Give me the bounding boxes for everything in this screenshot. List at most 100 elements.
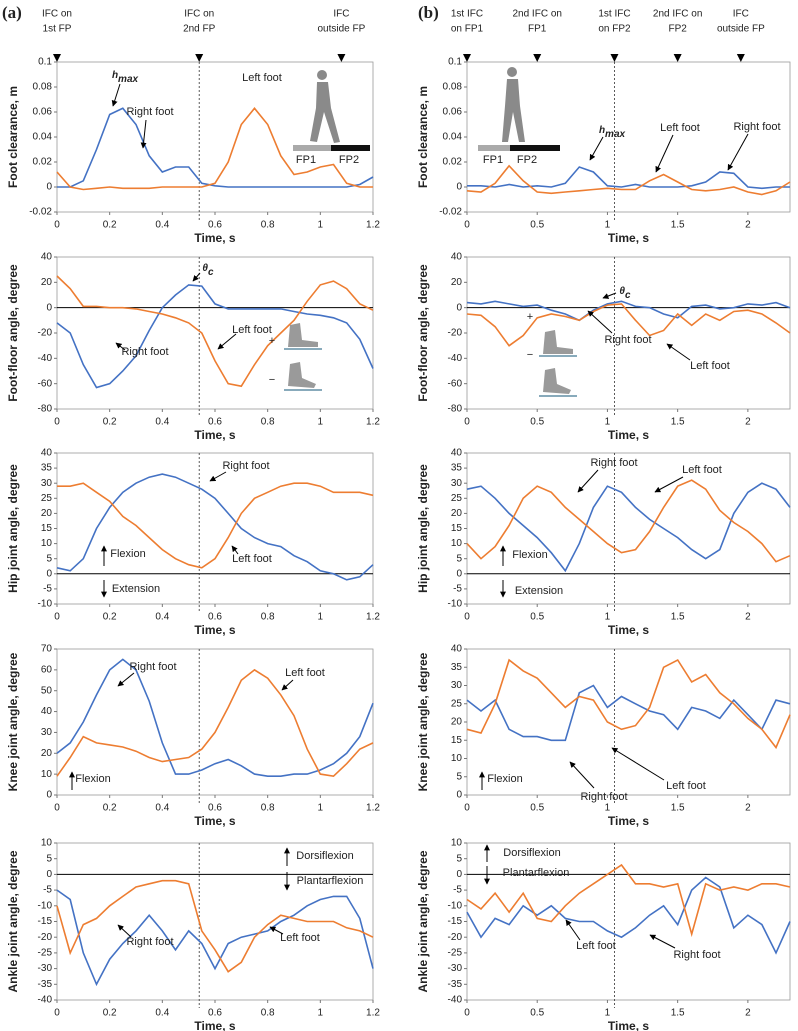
x-tick-label: 0.4 bbox=[155, 220, 169, 231]
x-axis-label: Time, s bbox=[194, 231, 235, 245]
y-tick-label: -20 bbox=[448, 932, 463, 943]
series-line bbox=[56, 275, 374, 388]
series-line bbox=[57, 482, 374, 569]
y-tick-label: -60 bbox=[448, 378, 463, 389]
symbol-sub: c bbox=[625, 290, 631, 301]
series-line bbox=[57, 107, 374, 188]
y-tick-label: 0 bbox=[456, 790, 462, 801]
annotation-arrow bbox=[192, 272, 201, 282]
x-tick-label: 0.6 bbox=[208, 612, 222, 623]
event-marker bbox=[673, 54, 682, 62]
y-tick-label: 20 bbox=[41, 748, 53, 759]
y-tick-label: -80 bbox=[448, 404, 463, 415]
annotation-arrow bbox=[117, 924, 132, 938]
symbol-label: θc bbox=[202, 263, 214, 278]
x-axis-label: Time, s bbox=[194, 1019, 235, 1031]
series-line bbox=[56, 879, 374, 973]
x-tick-label: 1 bbox=[318, 417, 324, 428]
y-tick-label: -35 bbox=[38, 979, 53, 990]
series-line bbox=[467, 166, 790, 190]
x-tick-label: 1.2 bbox=[366, 1008, 380, 1019]
y-axis-label: Ankle joint angle, degree bbox=[6, 850, 20, 992]
event-label: 1st IFC bbox=[598, 9, 630, 20]
event-label: IFC on bbox=[42, 9, 72, 20]
y-tick-label: 30 bbox=[451, 478, 463, 489]
series-line bbox=[466, 658, 791, 750]
series-line bbox=[466, 876, 791, 955]
y-tick-label: 5 bbox=[46, 553, 52, 564]
y-axis-label: Ankle joint angle, degree bbox=[416, 850, 430, 992]
x-tick-label: 0 bbox=[464, 417, 470, 428]
curve-label: Right foot bbox=[126, 106, 173, 118]
event-label: on FP1 bbox=[451, 24, 484, 35]
curve-label: Right foot bbox=[580, 791, 627, 803]
y-tick-label: -20 bbox=[38, 932, 53, 943]
y-tick-label: 0.08 bbox=[443, 82, 463, 93]
event-label: FP2 bbox=[668, 24, 687, 35]
chart: -10 -5 0 5 10 15 20 25 30 35 40 0 0.2 0.4 0.6 0.8 1 1.2 Ti… bbox=[6, 448, 380, 638]
y-tick-label: -10 bbox=[448, 599, 463, 610]
plot-area bbox=[56, 256, 374, 410]
y-tick-label: 40 bbox=[41, 706, 53, 717]
x-axis-label: Time, s bbox=[608, 1019, 649, 1031]
annotation-arrow bbox=[611, 747, 665, 781]
x-tick-label: 1.5 bbox=[671, 220, 685, 231]
annotation-arrow bbox=[569, 761, 595, 789]
y-tick-label: 30 bbox=[41, 478, 53, 489]
chart: -40 -35 -30 -25 -20 -15 -10 -5 0 5 10 0 0.2 0.4 0.6 0.8… bbox=[6, 838, 380, 1031]
y-tick-label: 5 bbox=[456, 853, 462, 864]
annotation: Extension bbox=[112, 583, 160, 595]
walker-b bbox=[478, 67, 560, 151]
y-tick-label: -0.02 bbox=[29, 207, 52, 218]
y-tick-label: 20 bbox=[41, 508, 53, 519]
y-tick-label: 20 bbox=[451, 277, 463, 288]
y-tick-label: -40 bbox=[38, 353, 53, 364]
x-tick-label: 0 bbox=[54, 417, 60, 428]
x-tick-label: 0 bbox=[464, 1008, 470, 1019]
annotation-arrow bbox=[217, 333, 237, 350]
annotation: − bbox=[269, 374, 275, 386]
event-label: 1st IFC bbox=[451, 9, 483, 20]
curve-label: Left foot bbox=[660, 122, 700, 134]
series-line bbox=[56, 473, 374, 581]
annotation: + bbox=[269, 335, 275, 347]
x-tick-label: 0.4 bbox=[155, 612, 169, 623]
y-tick-label: 0.06 bbox=[443, 107, 463, 118]
y-axis-label: Foot-floor angle, degree bbox=[6, 264, 20, 402]
symbol-base: h bbox=[599, 125, 605, 136]
foot-icons-b bbox=[539, 330, 577, 397]
panel-label: (a) bbox=[2, 3, 22, 22]
symbol-sub: c bbox=[208, 267, 214, 278]
event-marker bbox=[610, 54, 619, 62]
x-tick-label: 0.6 bbox=[208, 1008, 222, 1019]
y-tick-label: 0 bbox=[456, 869, 462, 880]
y-tick-label: -10 bbox=[448, 900, 463, 911]
y-tick-label: 0 bbox=[456, 182, 462, 193]
y-tick-label: -15 bbox=[448, 916, 463, 927]
annotation-arrow bbox=[231, 545, 239, 555]
chart: 0 5 10 15 20 25 30 35 40 0 0.5 1 1.5 2 Time, s Knee joi… bbox=[416, 644, 791, 828]
annotation-arrow bbox=[654, 476, 684, 493]
event-label: FP1 bbox=[528, 24, 547, 35]
y-tick-label: -5 bbox=[453, 885, 462, 896]
series-line bbox=[466, 482, 791, 573]
annotation: Dorsiflexion bbox=[503, 847, 560, 859]
x-tick-label: 2 bbox=[745, 612, 751, 623]
series-line bbox=[466, 303, 791, 347]
y-tick-label: 25 bbox=[451, 698, 463, 709]
x-axis-label: Time, s bbox=[608, 814, 649, 828]
y-tick-label: 10 bbox=[41, 538, 53, 549]
y-tick-label: 20 bbox=[41, 277, 53, 288]
y-tick-label: -30 bbox=[448, 963, 463, 974]
annotation-arrow bbox=[209, 471, 227, 482]
y-tick-label: -40 bbox=[38, 995, 53, 1006]
annotation-arrow bbox=[587, 310, 613, 334]
foot-icons-a bbox=[284, 323, 322, 391]
x-axis-label: Time, s bbox=[194, 814, 235, 828]
annotation-arrow bbox=[577, 469, 599, 493]
y-tick-label: 30 bbox=[41, 727, 53, 738]
y-tick-label: 40 bbox=[41, 448, 53, 459]
curve-label: Left foot bbox=[232, 553, 272, 565]
event-marker bbox=[736, 54, 745, 62]
y-tick-label: -40 bbox=[448, 995, 463, 1006]
